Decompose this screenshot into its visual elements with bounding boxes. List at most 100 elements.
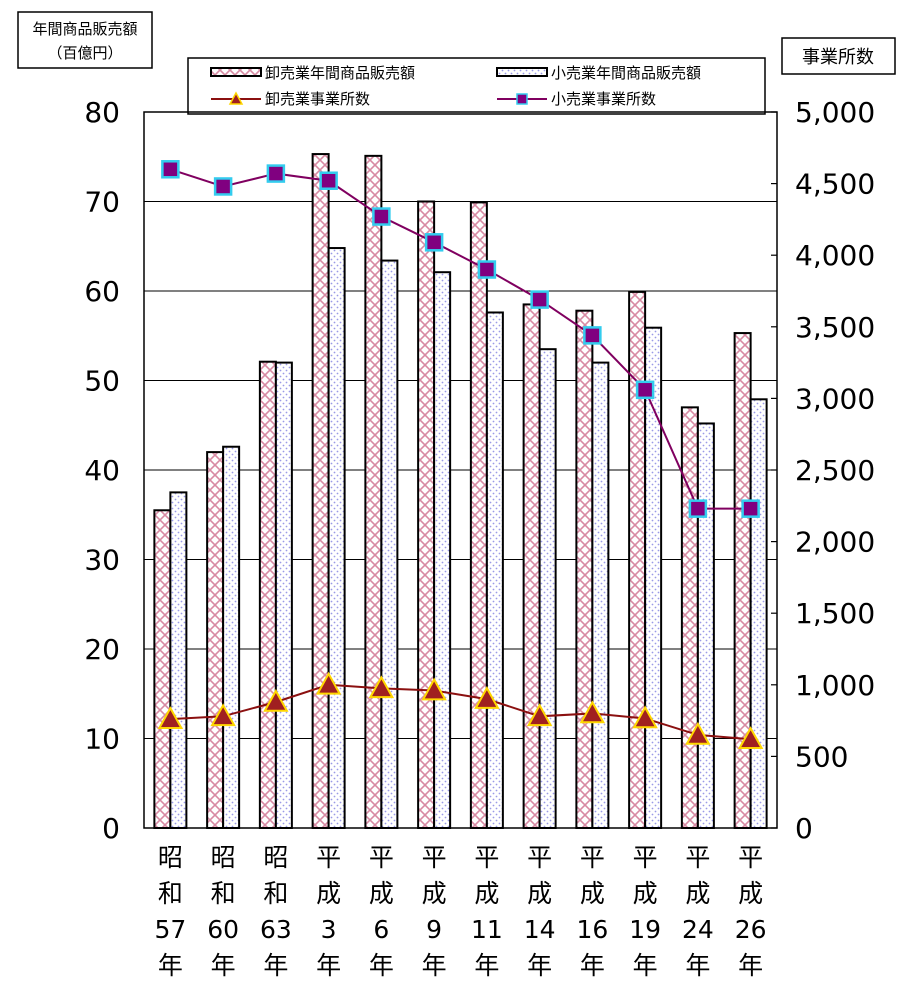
point-retail-count <box>319 171 338 190</box>
bar-wholesale-sales <box>733 332 752 829</box>
point-wholesale-count <box>685 721 711 745</box>
x-tick-label-part: 57 <box>154 915 186 944</box>
line-wholesale-count <box>170 683 751 741</box>
line-retail-count <box>170 168 751 510</box>
right-tick-label: 3,500 <box>795 311 875 344</box>
x-tick-label: 平成 3 年 <box>316 843 341 980</box>
x-axis-labels: 昭和57年昭和60年昭和63年平成3年平成6年平成9年平成11年平成14年平成1… <box>154 843 766 980</box>
x-tick-label-part: 6 <box>373 915 389 944</box>
right-tick-label: 500 <box>795 740 848 773</box>
left-axis-title-line2: （百億円） <box>47 44 122 62</box>
bar-retail-sales <box>274 361 293 829</box>
x-tick-label-part: 年 <box>580 951 605 980</box>
point-retail-count <box>583 326 602 345</box>
right-tick-label: 1,500 <box>795 597 875 630</box>
legend-marker-retail-count <box>516 93 528 105</box>
x-tick-label-part: 26 <box>735 915 767 944</box>
x-tick-label: 平成 6 年 <box>369 843 394 980</box>
bar-wholesale-sales <box>364 154 383 830</box>
right-tick-label: 4,000 <box>795 239 875 272</box>
point-wholesale-count <box>157 706 184 729</box>
x-tick-label-part: 9 <box>426 915 442 944</box>
x-tick-label-part: 16 <box>576 915 608 944</box>
left-tick-label: 80 <box>84 96 120 129</box>
x-tick-label: 昭和 60 年 <box>207 843 239 980</box>
x-tick-label-part: 平 <box>474 843 499 872</box>
point-retail-count <box>530 290 549 309</box>
point-retail-count <box>213 177 233 196</box>
bar-retail-sales <box>749 398 768 829</box>
left-tick-label: 30 <box>84 544 120 577</box>
x-tick-label-part: 3 <box>321 915 337 944</box>
x-tick-label-part: 平 <box>685 843 710 872</box>
bar-retail-sales <box>696 422 715 829</box>
point-retail-count <box>372 207 391 226</box>
right-axis-title-text: 事業所数 <box>802 47 874 68</box>
x-tick-label-part: 和 <box>158 879 183 908</box>
x-tick-label-part: 年 <box>211 951 236 980</box>
x-tick-label-part: 成 <box>369 879 394 908</box>
point-wholesale-count <box>421 677 447 701</box>
x-tick-label-part: 平 <box>527 843 552 872</box>
bar-wholesale-sales <box>522 303 541 829</box>
bar-wholesale-sales <box>206 451 225 829</box>
x-tick-label-part: 成 <box>738 879 763 908</box>
x-tick-label-part: 年 <box>369 951 394 980</box>
x-tick-label-part: 年 <box>474 951 499 980</box>
point-wholesale-count <box>737 726 764 750</box>
bar-retail-sales <box>380 259 399 829</box>
x-tick-label-part: 成 <box>633 879 658 908</box>
left-tick-label: 70 <box>84 186 120 219</box>
x-tick-label: 平成 9 年 <box>422 843 447 980</box>
legend-marker-wholesale-count <box>228 91 244 105</box>
x-tick-label-part: 14 <box>524 915 556 944</box>
left-axis-title: 年間商品販売額 （百億円） <box>17 11 153 69</box>
right-tick-label: 0 <box>795 812 813 845</box>
point-wholesale-count <box>526 703 553 727</box>
bar-wholesale-sales <box>680 406 699 829</box>
point-wholesale-count <box>368 675 395 699</box>
left-tick-label: 20 <box>84 633 120 666</box>
bar-wholesale-sales <box>258 360 277 829</box>
legend-label-wholesale-sales: 卸売業年間商品販売額 <box>265 64 415 82</box>
x-tick-label-part: 24 <box>682 915 714 944</box>
x-tick-label-part: 平 <box>316 843 341 872</box>
plot-area <box>143 111 778 829</box>
legend-label-retail-sales: 小売業年間商品販売額 <box>551 64 701 82</box>
bar-wholesale-sales <box>311 153 330 829</box>
left-tick-label: 0 <box>102 812 120 845</box>
right-axis-ticks: 0 500 1,000 1,500 2,000 2,500 3,000 3,500 4,000 4… <box>795 96 875 845</box>
x-tick-label-part: 63 <box>260 915 292 944</box>
point-retail-count <box>741 499 760 518</box>
right-tick-label: 2,000 <box>795 526 875 559</box>
x-tick-label-part: 昭 <box>263 843 288 872</box>
point-retail-count <box>477 260 497 279</box>
lines <box>157 160 764 750</box>
x-tick-label-part: 年 <box>527 951 552 980</box>
bar-retail-sales <box>222 445 241 829</box>
x-tick-label-part: 和 <box>211 879 236 908</box>
left-axis-title-line1: 年間商品販売額 <box>32 20 137 38</box>
right-axis-title: 事業所数 <box>781 37 896 75</box>
point-wholesale-count <box>474 686 500 709</box>
x-tick-label-part: 成 <box>580 879 605 908</box>
right-tick-label: 5,000 <box>795 96 875 129</box>
left-tick-label: 40 <box>84 454 120 487</box>
x-tick-label-part: 年 <box>263 951 288 980</box>
bar-retail-sales <box>538 348 557 829</box>
x-tick-label-part: 平 <box>580 843 605 872</box>
x-tick-label-part: 年 <box>158 951 183 980</box>
x-tick-label-part: 昭 <box>211 843 236 872</box>
x-tick-label: 平成 24 年 <box>682 843 714 980</box>
x-tick-label-part: 成 <box>527 879 552 908</box>
x-tick-label-part: 平 <box>422 843 447 872</box>
x-tick-label-part: 平 <box>369 843 394 872</box>
x-tick-label-part: 年 <box>316 951 341 980</box>
x-tick-label-part: 年 <box>422 951 447 980</box>
x-tick-label-part: 60 <box>207 915 239 944</box>
point-retail-count <box>424 233 444 252</box>
bar-wholesale-sales <box>153 509 172 829</box>
left-tick-label: 10 <box>84 723 120 756</box>
x-tick-label-part: 年 <box>633 951 658 980</box>
x-tick-label: 平成 11 年 <box>471 843 503 980</box>
